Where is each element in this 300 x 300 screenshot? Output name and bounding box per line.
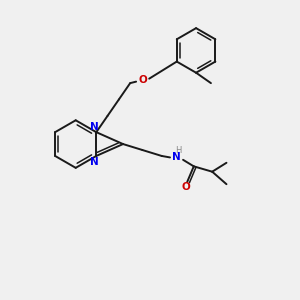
Text: N: N xyxy=(90,157,99,167)
Text: O: O xyxy=(138,75,147,85)
Text: O: O xyxy=(182,182,190,192)
Text: H: H xyxy=(175,146,181,155)
Text: N: N xyxy=(172,152,181,162)
Text: N: N xyxy=(90,122,99,132)
